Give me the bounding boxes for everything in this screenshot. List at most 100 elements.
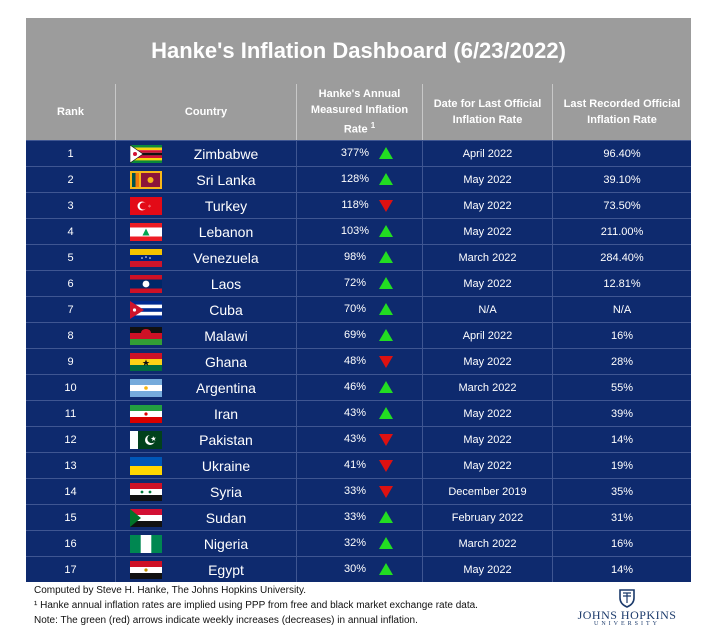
official-rate-cell: 39%: [553, 401, 691, 426]
arrow-down-icon: [379, 460, 393, 472]
country-cell: Lebanon: [116, 219, 297, 244]
hanke-rate-value: 128%: [340, 173, 370, 185]
header-date-label: Date for Last Official Inflation Rate: [434, 96, 542, 128]
official-rate-value: 73.50%: [603, 199, 641, 212]
table-row: 8 Malawi 69% April 2022 16%: [26, 322, 691, 348]
arrow-up-icon: [379, 537, 393, 549]
rank-cell: 7: [26, 297, 116, 322]
date-value: May 2022: [463, 225, 512, 238]
country-name: Syria: [210, 484, 242, 500]
country-cell: Egypt: [116, 557, 297, 582]
country-name: Malawi: [204, 328, 248, 344]
hanke-rate-value: 30%: [343, 563, 367, 575]
official-rate-cell: 28%: [553, 349, 691, 374]
official-rate-cell: 284.40%: [553, 245, 691, 270]
table-header: Rank Country Hanke's Annual Measured Inf…: [26, 84, 691, 140]
arrow-down-icon: [379, 434, 393, 446]
header-rate-line2: Measured Inflation: [310, 104, 409, 117]
country-cell: Malawi: [116, 323, 297, 348]
arrow-up-icon: [379, 407, 393, 419]
hanke-rate-value: 377%: [340, 147, 370, 159]
footnotes: Computed by Steve H. Hanke, The Johns Ho…: [34, 583, 478, 628]
date-value: December 2019: [448, 485, 527, 498]
table-row: 2 Sri Lanka 128% May 2022 39.10%: [26, 166, 691, 192]
official-rate-cell: 55%: [553, 375, 691, 400]
footnote-ppp: ¹ Hanke annual inflation rates are impli…: [34, 600, 478, 611]
rank-cell: 9: [26, 349, 116, 374]
official-rate-cell: 211.00%: [553, 219, 691, 244]
table-row: 14 Syria 33% December 2019 35%: [26, 478, 691, 504]
header-country: Country: [116, 84, 297, 140]
table-row: 11 Iran 43% May 2022 39%: [26, 400, 691, 426]
country-cell: Zimbabwe: [116, 141, 297, 166]
official-rate-value: 16%: [610, 329, 634, 342]
cuba-flag-icon: [130, 301, 162, 319]
header-date-line2: Inflation Rate: [452, 114, 523, 126]
date-cell: May 2022: [423, 401, 553, 426]
pakistan-flag-icon: [130, 431, 162, 449]
malawi-flag-icon: [130, 327, 162, 345]
hanke-rate-cell: 43%: [297, 401, 423, 426]
hanke-rate-value: 32%: [343, 537, 367, 549]
country-cell: Cuba: [116, 297, 297, 322]
official-rate-value: 28%: [610, 355, 634, 368]
hanke-rate-value: 33%: [343, 485, 367, 497]
syria-flag-icon: [130, 483, 162, 501]
table-row: 7 Cuba 70% N/A N/A: [26, 296, 691, 322]
arrow-down-icon: [379, 486, 393, 498]
date-cell: May 2022: [423, 427, 553, 452]
official-rate-cell: 31%: [553, 505, 691, 530]
jhu-crest-icon: [619, 589, 635, 608]
country-name: Zimbabwe: [193, 146, 259, 162]
lebanon-flag-icon: [130, 223, 162, 241]
date-value: March 2022: [458, 537, 517, 550]
country-cell: Ukraine: [116, 453, 297, 478]
sudan-flag-icon: [130, 509, 162, 527]
hanke-rate-value: 43%: [343, 407, 367, 419]
date-cell: May 2022: [423, 453, 553, 478]
country-cell: Iran: [116, 401, 297, 426]
official-rate-cell: 16%: [553, 531, 691, 556]
arrow-up-icon: [379, 563, 393, 575]
date-cell: March 2022: [423, 531, 553, 556]
header-rank: Rank: [26, 84, 116, 140]
date-cell: March 2022: [423, 375, 553, 400]
country-cell: Venezuela: [116, 245, 297, 270]
table-body: 1 Zimbabwe 377% April 2022 96.40% 2 Sri Lanka 1…: [26, 140, 691, 582]
rank-value: 1: [67, 147, 74, 160]
rank-value: 16: [64, 537, 77, 550]
country-cell: Ghana: [116, 349, 297, 374]
official-rate-value: 14%: [610, 563, 634, 576]
ghana-flag-icon: [130, 353, 162, 371]
date-value: May 2022: [463, 355, 512, 368]
laos-flag-icon: [130, 275, 162, 293]
table-row: 17 Egypt 30% May 2022 14%: [26, 556, 691, 582]
hanke-rate-value: 103%: [340, 225, 370, 237]
official-rate-cell: 96.40%: [553, 141, 691, 166]
rank-value: 14: [64, 485, 77, 498]
turkey-flag-icon: [130, 197, 162, 215]
official-rate-cell: 39.10%: [553, 167, 691, 192]
date-value: May 2022: [463, 199, 512, 212]
date-cell: April 2022: [423, 141, 553, 166]
date-value: March 2022: [458, 251, 517, 264]
header-country-label: Country: [184, 106, 228, 118]
header-official-label: Last Recorded Official Inflation Rate: [564, 96, 681, 128]
header-rank-label: Rank: [57, 106, 84, 118]
footnote-credit: Computed by Steve H. Hanke, The Johns Ho…: [34, 585, 306, 596]
hanke-rate-cell: 46%: [297, 375, 423, 400]
hanke-rate-value: 98%: [343, 251, 367, 263]
date-value: N/A: [478, 303, 497, 316]
arrow-up-icon: [379, 329, 393, 341]
table-row: 10 Argentina 46% March 2022 55%: [26, 374, 691, 400]
rank-cell: 4: [26, 219, 116, 244]
country-name: Laos: [210, 276, 242, 292]
header-rate-line1: Hanke's Annual: [318, 88, 401, 101]
country-name: Lebanon: [198, 224, 254, 240]
country-name: Iran: [213, 406, 239, 422]
jhu-logo-sub: UNIVERSITY: [594, 621, 660, 627]
nigeria-flag-icon: [130, 535, 162, 553]
rank-cell: 6: [26, 271, 116, 296]
country-name: Venezuela: [193, 250, 259, 266]
date-cell: May 2022: [423, 167, 553, 192]
